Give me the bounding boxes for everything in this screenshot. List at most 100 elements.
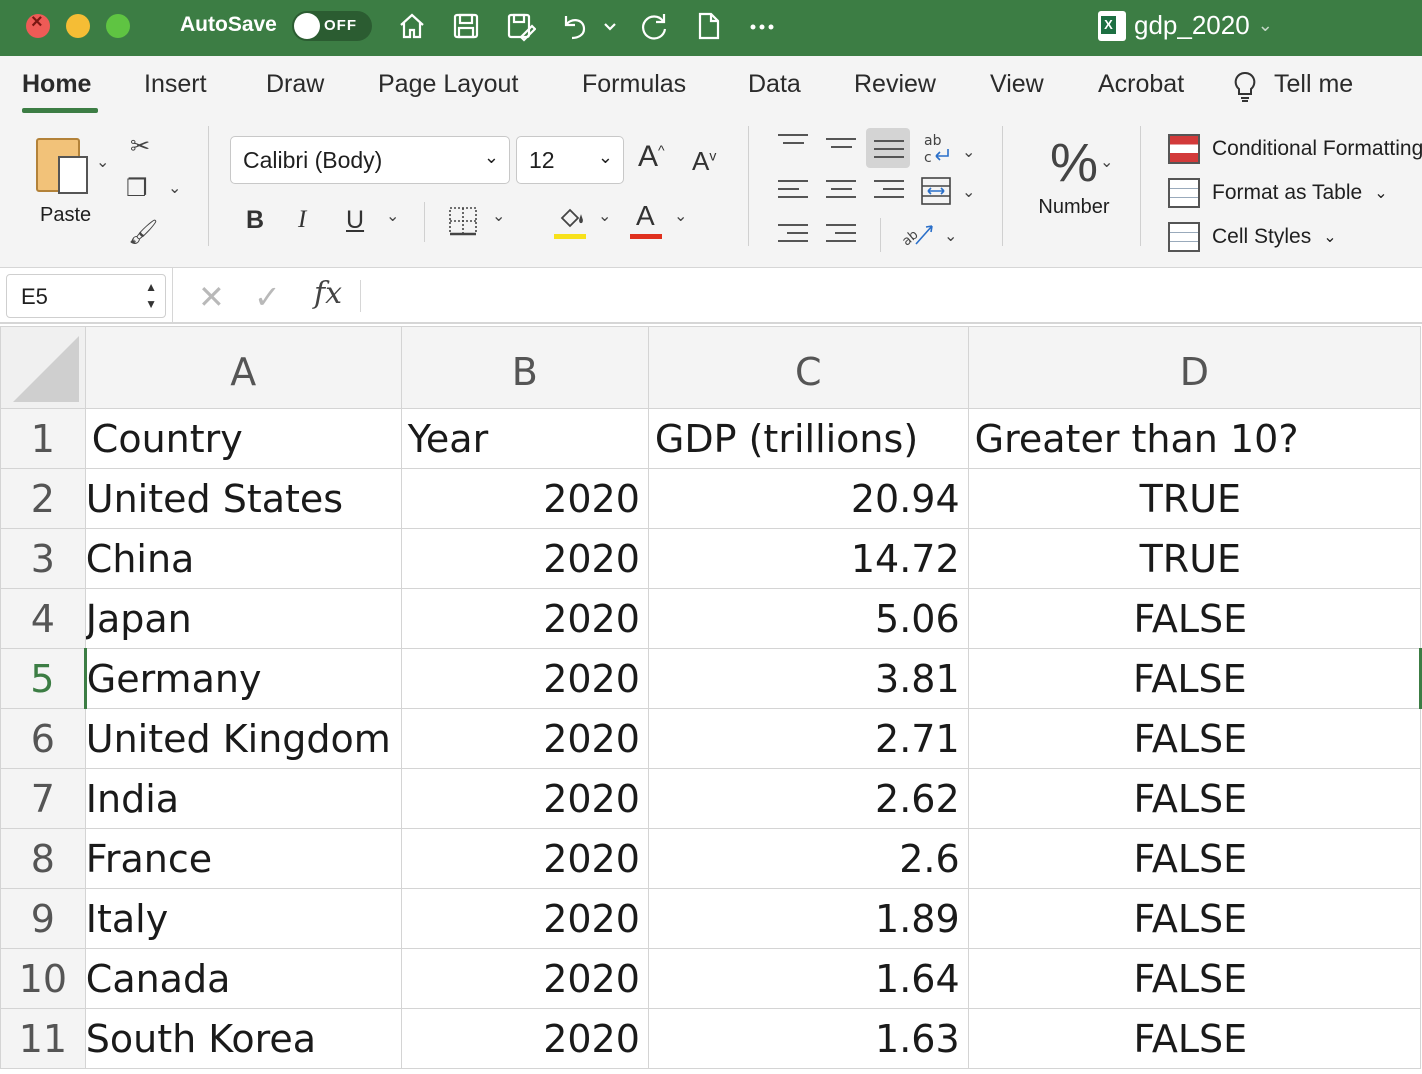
- conditional-formatting-button[interactable]: Conditional Formatting: [1168, 134, 1422, 164]
- font-color-chevron-icon[interactable]: ⌄: [674, 208, 688, 225]
- cell[interactable]: Greater than 10?: [967, 408, 1422, 469]
- cell[interactable]: FALSE: [967, 888, 1422, 949]
- save-icon[interactable]: [448, 8, 484, 44]
- cell[interactable]: 1.64: [647, 948, 969, 1009]
- tab-data[interactable]: Data: [748, 70, 801, 98]
- cell[interactable]: Japan: [84, 588, 402, 649]
- grow-font-button[interactable]: A^: [638, 140, 665, 173]
- wrap-text-chevron-icon[interactable]: ⌄: [962, 144, 976, 161]
- row-header[interactable]: 11: [0, 1008, 86, 1069]
- row-header[interactable]: 9: [0, 888, 86, 949]
- row-header[interactable]: 3: [0, 528, 86, 589]
- cell[interactable]: 2020: [400, 768, 649, 829]
- cell[interactable]: 2020: [400, 588, 649, 649]
- cell[interactable]: 2020: [400, 948, 649, 1009]
- cell[interactable]: 1.89: [647, 888, 969, 949]
- cell[interactable]: Country: [84, 408, 402, 469]
- row-header[interactable]: 6: [0, 708, 86, 769]
- cell[interactable]: 2020: [400, 828, 649, 889]
- cell-styles-button[interactable]: Cell Styles ⌄: [1168, 222, 1337, 252]
- cell[interactable]: 1.63: [647, 1008, 969, 1069]
- copy-options-chevron-icon[interactable]: ⌄: [168, 180, 182, 197]
- cell[interactable]: FALSE: [967, 1008, 1422, 1069]
- wrap-text-icon[interactable]: ab c: [922, 132, 954, 166]
- new-file-icon[interactable]: [690, 8, 726, 44]
- tab-home[interactable]: Home: [22, 70, 92, 98]
- merge-icon[interactable]: [920, 176, 952, 206]
- orientation-chevron-icon[interactable]: ⌄: [944, 228, 958, 245]
- cell[interactable]: 2020: [400, 648, 649, 709]
- save-as-icon[interactable]: [502, 8, 538, 44]
- cell[interactable]: FALSE: [967, 768, 1422, 829]
- format-as-table-button[interactable]: Format as Table ⌄: [1168, 178, 1388, 208]
- cell[interactable]: FALSE: [967, 828, 1422, 889]
- cell[interactable]: FALSE: [967, 648, 1422, 709]
- align-center-icon[interactable]: [826, 180, 856, 204]
- cell[interactable]: United States: [84, 468, 402, 529]
- row-header[interactable]: 4: [0, 588, 86, 649]
- copy-icon[interactable]: ❐: [126, 175, 148, 202]
- align-bottom-icon[interactable]: [874, 140, 904, 164]
- number-format-button[interactable]: % Number: [1024, 134, 1124, 219]
- minimize-window-button[interactable]: [66, 14, 90, 38]
- cell[interactable]: 3.81: [647, 648, 969, 709]
- row-header[interactable]: 7: [0, 768, 86, 829]
- cell[interactable]: TRUE: [967, 528, 1422, 589]
- cell[interactable]: Canada: [84, 948, 402, 1009]
- row-header[interactable]: 2: [0, 468, 86, 529]
- cell[interactable]: FALSE: [967, 948, 1422, 1009]
- undo-icon[interactable]: [556, 8, 592, 44]
- borders-chevron-icon[interactable]: ⌄: [492, 208, 506, 225]
- cell[interactable]: 2020: [400, 1008, 649, 1069]
- cell[interactable]: 2.6: [647, 828, 969, 889]
- tab-view[interactable]: View: [990, 70, 1044, 98]
- row-header[interactable]: 8: [0, 828, 86, 889]
- cell[interactable]: 5.06: [647, 588, 969, 649]
- column-header-c[interactable]: C: [647, 326, 969, 409]
- increase-indent-icon[interactable]: [826, 224, 856, 248]
- tell-me-search[interactable]: Tell me: [1274, 70, 1354, 98]
- paste-options-chevron-icon[interactable]: ⌄: [96, 154, 110, 171]
- autosave-toggle[interactable]: OFF: [292, 11, 372, 41]
- cell[interactable]: 20.94: [647, 468, 969, 529]
- tab-page-layout[interactable]: Page Layout: [378, 70, 519, 98]
- select-all-corner[interactable]: [0, 326, 86, 409]
- tab-insert[interactable]: Insert: [144, 70, 207, 98]
- underline-button[interactable]: U: [346, 206, 365, 234]
- cell[interactable]: 2020: [400, 708, 649, 769]
- zoom-window-button[interactable]: [106, 14, 130, 38]
- cell[interactable]: 14.72: [647, 528, 969, 589]
- name-box-stepper-icon[interactable]: ▲ ▼: [145, 280, 157, 311]
- cell[interactable]: Year: [400, 408, 649, 469]
- name-box[interactable]: E5 ▲ ▼: [6, 274, 166, 318]
- number-chevron-icon[interactable]: ⌄: [1100, 154, 1114, 171]
- cell[interactable]: France: [84, 828, 402, 889]
- align-left-icon[interactable]: [778, 180, 808, 204]
- cell[interactable]: India: [84, 768, 402, 829]
- borders-icon[interactable]: [448, 206, 478, 236]
- cell[interactable]: United Kingdom: [84, 708, 402, 769]
- cell[interactable]: 2020: [400, 528, 649, 589]
- column-header-d[interactable]: D: [967, 326, 1422, 409]
- cancel-entry-icon[interactable]: ✕: [198, 279, 225, 315]
- row-header[interactable]: 1: [0, 408, 86, 469]
- cell[interactable]: FALSE: [967, 708, 1422, 769]
- tab-acrobat[interactable]: Acrobat: [1098, 70, 1185, 98]
- document-title[interactable]: gdp_2020 ⌄: [1098, 10, 1273, 41]
- home-icon[interactable]: [394, 8, 430, 44]
- cell[interactable]: 2.62: [647, 768, 969, 829]
- fill-color-icon[interactable]: [554, 204, 586, 232]
- format-painter-icon[interactable]: 🖌: [128, 219, 159, 246]
- cell[interactable]: FALSE: [967, 588, 1422, 649]
- row-header[interactable]: 10: [0, 948, 86, 1009]
- tab-review[interactable]: Review: [854, 70, 936, 98]
- cut-icon[interactable]: ✂: [130, 133, 151, 160]
- cell[interactable]: 2.71: [647, 708, 969, 769]
- shrink-font-button[interactable]: Av: [692, 146, 717, 176]
- cell[interactable]: China: [84, 528, 402, 589]
- font-size-select[interactable]: 12 ⌄: [516, 136, 624, 184]
- column-header-b[interactable]: B: [400, 326, 649, 409]
- align-right-icon[interactable]: [874, 180, 904, 204]
- align-middle-icon[interactable]: [826, 138, 856, 162]
- italic-button[interactable]: I: [298, 206, 307, 233]
